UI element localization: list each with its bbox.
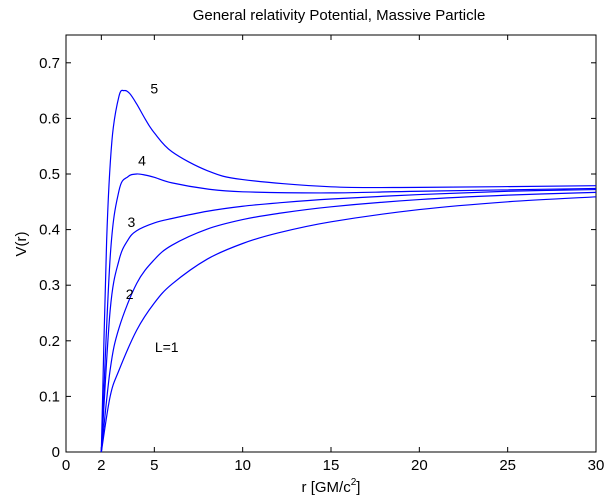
x-axis-ticks: 0 2 5 10 15 20 25 30 [62, 35, 605, 474]
curve-series-5 [100, 89, 597, 453]
curve-series-2 [100, 191, 597, 453]
y-tick-label: 0.7 [39, 55, 60, 72]
y-tick-label: 0.6 [39, 110, 60, 127]
x-tick-label: 20 [411, 457, 428, 474]
x-tick-label: 25 [499, 457, 516, 474]
x-tick-label: 30 [588, 457, 605, 474]
potential-curves [100, 89, 597, 453]
curve-annotation: 3 [127, 214, 135, 230]
x-tick-label: 10 [234, 457, 251, 474]
y-tick-label: 0.4 [39, 222, 60, 239]
x-axis-label: r [GM/c2] [302, 477, 361, 496]
curve-series-3 [100, 188, 597, 453]
curve-series-1 [100, 196, 597, 453]
y-axis-ticks: 0 0.1 0.2 0.3 0.4 0.5 0.6 0.7 [39, 55, 596, 461]
curve-annotation: 4 [138, 153, 146, 169]
y-tick-label: 0.3 [39, 277, 60, 294]
x-tick-label: 15 [323, 457, 340, 474]
x-tick-label: 5 [150, 457, 158, 474]
y-axis-label: V(r) [13, 232, 30, 257]
chart-title: General relativity Potential, Massive Pa… [193, 7, 486, 24]
y-tick-label: 0 [52, 444, 60, 461]
curve-annotations: 5 4 3 2 L=1 [126, 80, 179, 355]
curve-annotation: L=1 [155, 339, 179, 355]
curve-annotation: 5 [150, 80, 158, 96]
y-tick-label: 0.5 [39, 166, 60, 183]
curve-annotation: 2 [126, 286, 134, 302]
x-tick-label: 0 [62, 457, 70, 474]
curve-series-4 [100, 173, 597, 453]
y-tick-label: 0.2 [39, 333, 60, 350]
plot-frame [65, 34, 597, 453]
x-tick-label: 2 [97, 457, 105, 474]
y-tick-label: 0.1 [39, 388, 60, 405]
